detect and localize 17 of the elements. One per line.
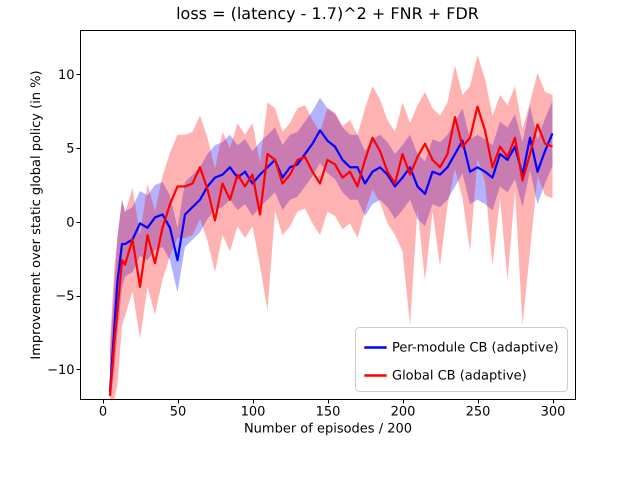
x-tick-label: 250 <box>466 404 490 420</box>
x-tick-label: 200 <box>390 404 416 420</box>
chart-title: loss = (latency - 1.7)^2 + FNR + FDR <box>176 4 479 23</box>
legend-label: Per-module CB (adaptive) <box>392 340 559 356</box>
y-tick-label: 10 <box>58 68 74 83</box>
x-tick-label: 50 <box>170 404 186 420</box>
y-tick-label: 5 <box>66 142 74 157</box>
y-tick-label: −5 <box>55 289 74 304</box>
y-tick-label: 0 <box>66 215 74 230</box>
x-tick-label: 300 <box>540 404 566 420</box>
legend-label: Global CB (adaptive) <box>392 368 527 384</box>
x-axis-title: Number of episodes / 200 <box>244 422 412 436</box>
y-axis-title: Improvement over static global policy (in %) <box>29 70 44 360</box>
x-tick-label: 150 <box>316 404 340 420</box>
x-tick-label: 100 <box>240 404 266 420</box>
y-tick-label: −10 <box>47 362 74 378</box>
x-tick-label: 0 <box>98 404 108 420</box>
